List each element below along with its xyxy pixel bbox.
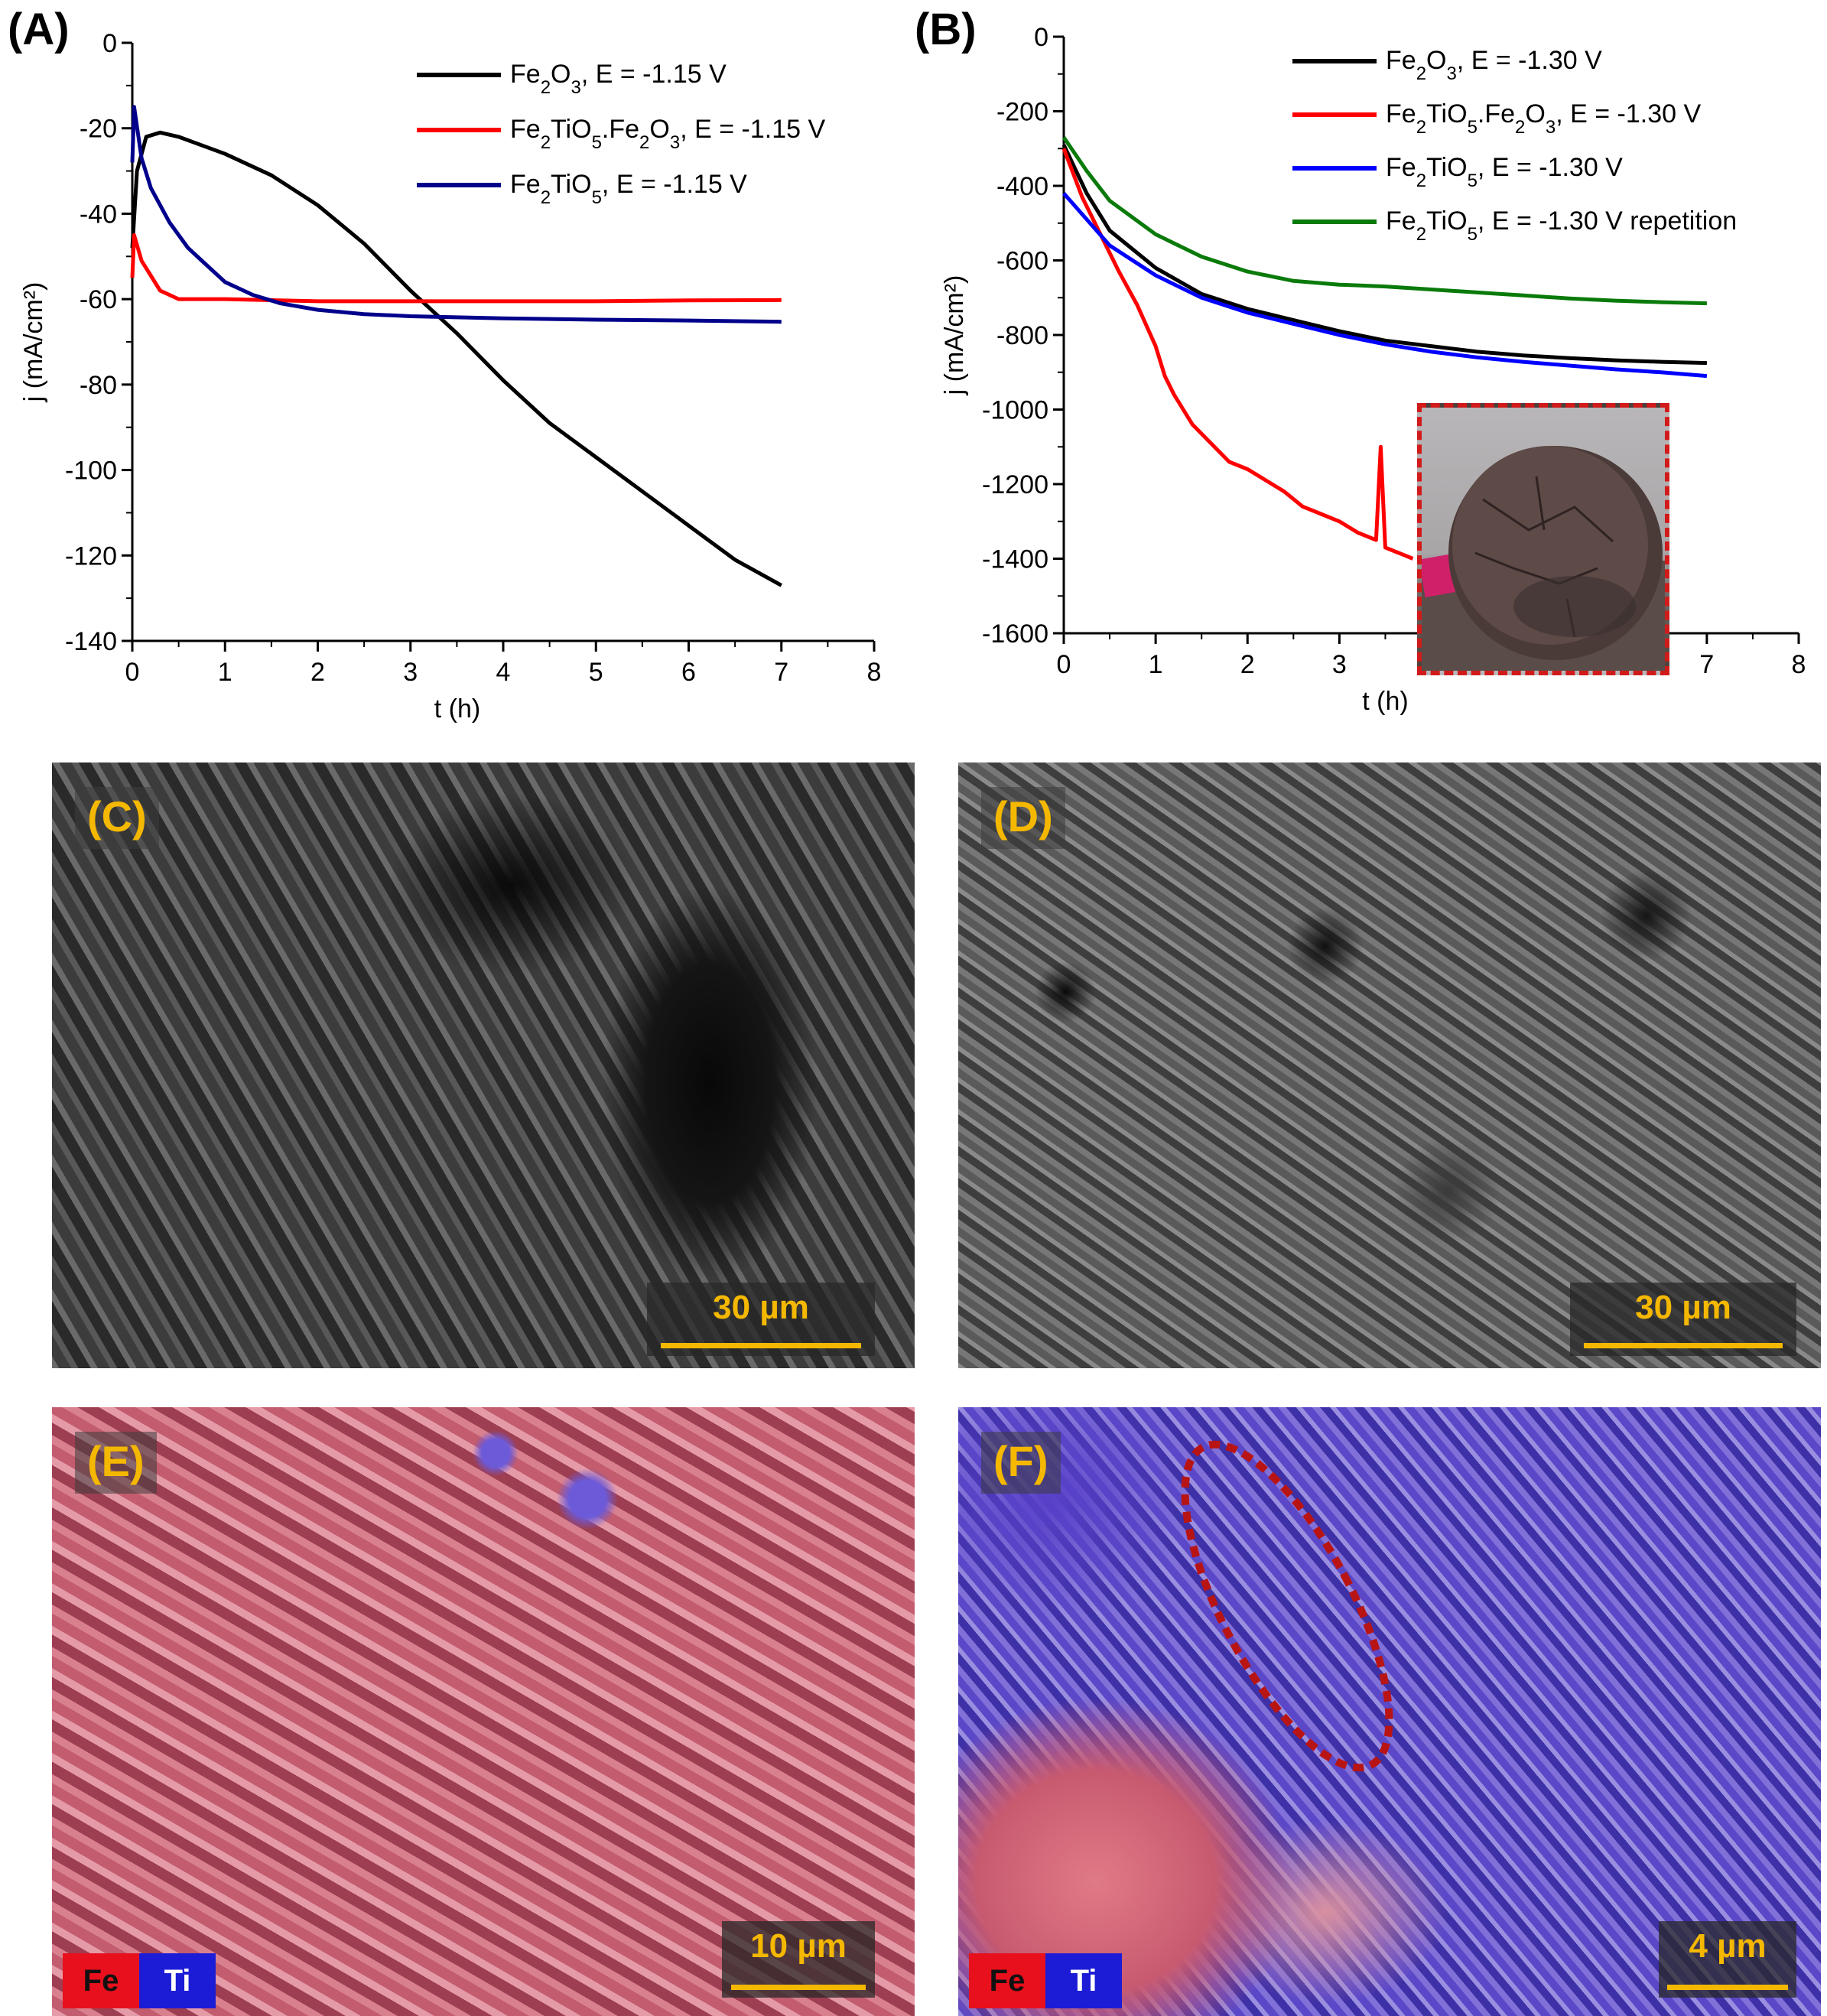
legend-label-3: Fe2TiO5, E = -1.30 V repetition <box>1386 206 1737 245</box>
x-axis-title: t (h) <box>1362 687 1408 716</box>
y-tick-label: -120 <box>65 541 117 571</box>
y-tick-label: -80 <box>80 371 117 400</box>
panel-letter: (A) <box>8 5 70 54</box>
y-axis-title: j (mA/cm²) <box>940 275 969 396</box>
x-tick-label: 7 <box>774 658 788 687</box>
y-tick-label: -100 <box>65 457 117 486</box>
legend-label-0: Fe2O3, E = -1.30 V <box>1386 46 1602 84</box>
legend-label-0: Fe2O3, E = -1.15 V <box>510 60 727 98</box>
y-tick-label: 0 <box>1034 23 1048 52</box>
y-tick-label: -1000 <box>982 396 1048 425</box>
x-tick-label: 4 <box>496 658 511 687</box>
y-axis-title: j (mA/cm²) <box>19 282 48 403</box>
scale-bar-d: 30 µm <box>1570 1283 1796 1356</box>
highlight-ellipse <box>1181 1440 1393 1772</box>
y-tick-label: -1600 <box>982 619 1048 649</box>
panel-label-d: (D) <box>981 787 1065 849</box>
scale-label-f: 4 µm <box>1689 1927 1767 1965</box>
y-tick-label: -40 <box>80 200 117 229</box>
key-fe-f: Fe <box>969 1953 1045 2008</box>
x-axis-title: t (h) <box>434 694 480 723</box>
panel-label-f: (F) <box>981 1432 1061 1494</box>
scale-label-e: 10 µm <box>750 1927 847 1965</box>
x-tick-label: 0 <box>1057 650 1071 679</box>
legend-label-2: Fe2TiO5, E = -1.15 V <box>510 170 747 208</box>
y-tick-label: -600 <box>996 247 1048 276</box>
scale-bar-c: 30 µm <box>647 1283 875 1356</box>
y-tick-label: -200 <box>996 98 1048 127</box>
key-ti-e: Ti <box>139 1953 216 2008</box>
y-tick-label: -20 <box>80 115 117 144</box>
scale-label-c: 30 µm <box>713 1289 809 1326</box>
scale-label-d: 30 µm <box>1635 1289 1731 1326</box>
key-fe-e: Fe <box>63 1953 139 2008</box>
series-line-1 <box>130 232 782 304</box>
panel-letter: (B) <box>915 5 977 54</box>
y-tick-label: -400 <box>996 172 1048 201</box>
y-tick-label: -60 <box>80 285 117 314</box>
series-line-2 <box>130 105 782 324</box>
scale-line-d <box>1583 1343 1783 1348</box>
x-tick-label: 1 <box>1149 650 1163 679</box>
y-tick-label: -800 <box>996 321 1048 350</box>
y-tick-label: -1400 <box>982 545 1048 574</box>
x-tick-label: 5 <box>589 658 603 687</box>
x-tick-label: 7 <box>1699 650 1714 679</box>
legend-label-2: Fe2TiO5, E = -1.30 V <box>1386 153 1623 191</box>
scale-bar-e: 10 µm <box>722 1921 875 1998</box>
eds-map-f: (F) 4 µm Fe Ti <box>958 1407 1821 2016</box>
scale-line-e <box>731 1985 866 1990</box>
panel-label-e: (E) <box>75 1432 157 1494</box>
inset-sample-photo <box>1417 403 1669 675</box>
x-tick-label: 1 <box>218 658 232 687</box>
chart-a: (A) 0 1 2 3 4 5 6 7 8 0 -20 -40 -60 -80 -100 -120 -140 t (… <box>8 5 881 723</box>
y-tick-label: -1200 <box>982 470 1048 499</box>
x-tick-label: 2 <box>310 658 325 687</box>
series-line-3 <box>1061 136 1707 306</box>
series-line-2 <box>1062 192 1708 379</box>
scale-line-f <box>1666 1985 1789 1990</box>
scale-bar-f: 4 µm <box>1659 1921 1796 1998</box>
element-key-f: Fe Ti <box>969 1953 1122 2008</box>
x-tick-label: 3 <box>403 658 418 687</box>
legend-label-1: Fe2TiO5.Fe2O3, E = -1.15 V <box>510 115 825 153</box>
eds-map-e: (E) 10 µm Fe Ti <box>52 1407 915 2016</box>
sem-image-d: (D) 30 µm <box>958 763 1821 1368</box>
x-tick-label: 3 <box>1332 650 1347 679</box>
series-line-1 <box>1061 148 1414 561</box>
y-tick-label: 0 <box>102 29 117 58</box>
series-line-0 <box>130 130 783 587</box>
x-tick-label: 2 <box>1240 650 1255 679</box>
x-tick-label: 6 <box>681 658 696 687</box>
sample-pellet-image <box>1422 446 1665 671</box>
line-charts-ab: (A) 0 1 2 3 4 5 6 7 8 0 -20 -40 -60 -80 -100 -120 -140 t (… <box>8 5 1806 723</box>
y-tick-label: -140 <box>65 627 117 656</box>
x-tick-label: 8 <box>867 658 882 687</box>
x-tick-label: 8 <box>1792 650 1806 679</box>
legend-label-1: Fe2TiO5.Fe2O3, E = -1.30 V <box>1386 99 1701 138</box>
element-key-e: Fe Ti <box>63 1953 216 2008</box>
key-ti-f: Ti <box>1045 1953 1122 2008</box>
panel-label-c: (C) <box>75 787 159 849</box>
x-tick-label: 0 <box>125 658 140 687</box>
series-line-0 <box>1061 144 1707 366</box>
sem-image-c: (C) 30 µm <box>52 763 915 1368</box>
scale-line-c <box>660 1343 862 1348</box>
chart-b: (B)0123456780-200-400-600-800-1000-1200-… <box>915 5 1806 716</box>
